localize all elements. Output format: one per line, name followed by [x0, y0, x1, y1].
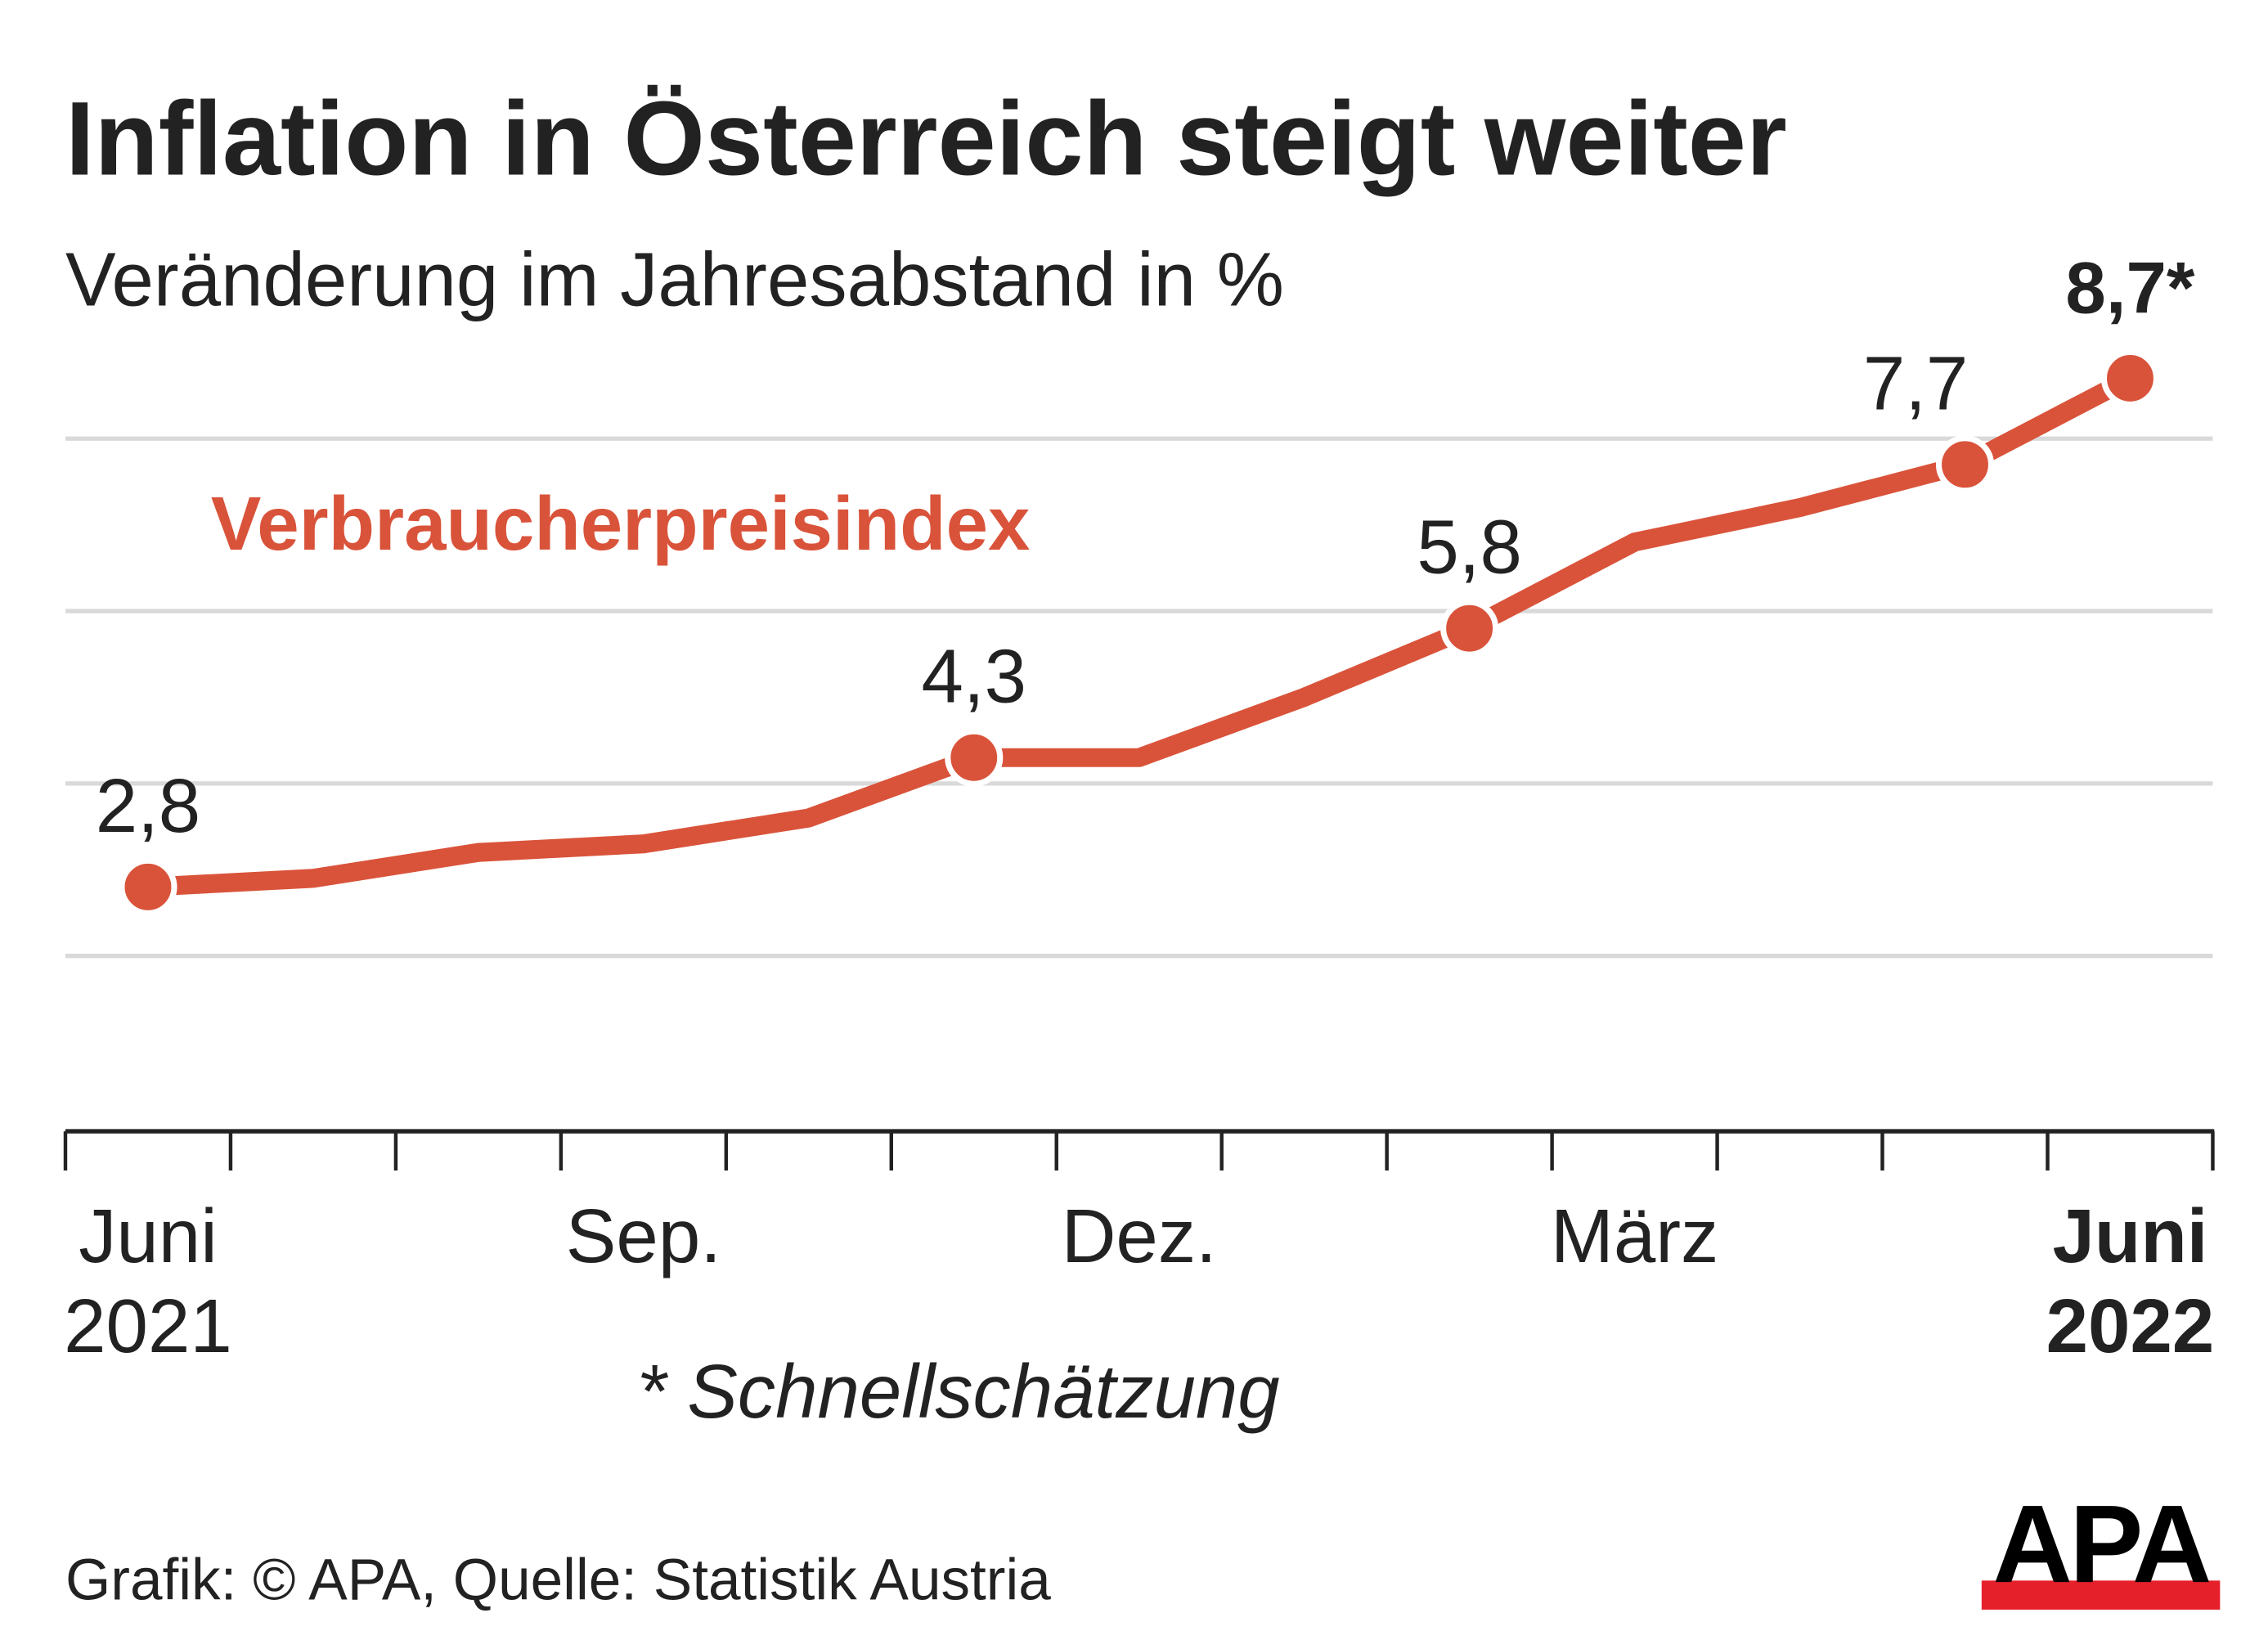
data-point-marker: [1440, 599, 1499, 658]
data-labels: 2,8 4,3 5,8 7,7 8,7*: [96, 247, 2195, 847]
x-tick-label: März: [1551, 1193, 1718, 1278]
footnote: * Schnellschätzung: [637, 1349, 1280, 1434]
x-axis: [63, 1129, 2215, 1171]
data-point-marker: [1935, 435, 1995, 494]
series-path: [147, 370, 2135, 896]
legend-series-label: Verbraucherpreisindex: [211, 481, 1031, 566]
x-tick-label: Dez.: [1062, 1193, 1217, 1278]
data-point-marker: [119, 857, 177, 916]
x-tick-label: Juni: [79, 1193, 218, 1278]
x-tick-year-label: 2021: [64, 1283, 232, 1368]
x-tick-label: Sep.: [566, 1193, 721, 1278]
logo-text: APA: [1992, 1482, 2209, 1606]
data-label: 8,7*: [2065, 247, 2195, 328]
logo-red-bar: [1981, 1580, 2221, 1610]
chart-title: Inflation in Österreich steigt weiter: [65, 80, 1787, 197]
chart-subtitle: Veränderung im Jahresabstand in %: [65, 236, 1284, 321]
x-tick-year-label: 2022: [2046, 1283, 2215, 1368]
data-point-marker: [945, 728, 1004, 787]
data-label: 5,8: [1417, 505, 1521, 590]
data-label: 7,7: [1863, 340, 1968, 425]
x-tick-label: Juni: [2052, 1193, 2207, 1278]
gridlines: [65, 436, 2213, 959]
data-point-marker: [2100, 348, 2160, 407]
source-credit: Grafik: © APA, Quelle: Statistik Austria: [65, 1548, 1051, 1612]
data-label: 2,8: [96, 763, 200, 848]
series-line: [119, 348, 2160, 916]
data-label: 4,3: [922, 634, 1026, 719]
apa-logo: APA: [1981, 1482, 2221, 1610]
